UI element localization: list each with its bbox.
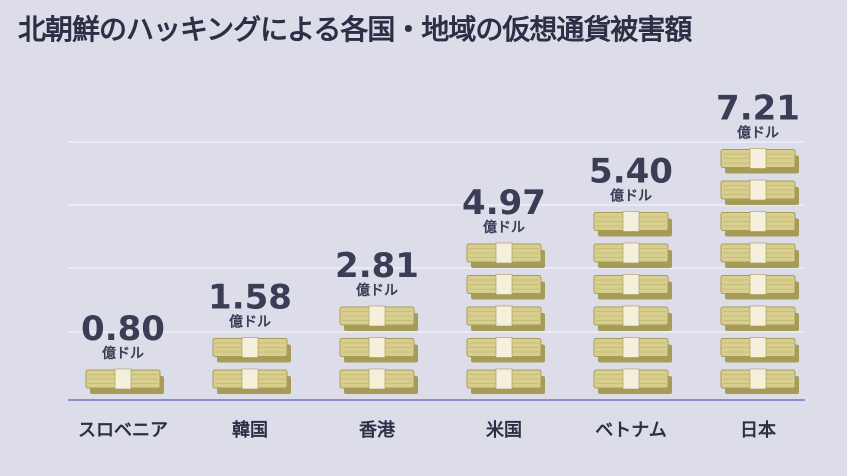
value-unit-label: 億ドル	[737, 125, 779, 142]
cash-brick	[593, 242, 672, 268]
cash-brick	[720, 148, 799, 174]
category-label: 米国	[486, 419, 522, 441]
value-label: 1.58	[208, 278, 292, 318]
cash-brick	[720, 337, 799, 363]
cash-brick	[339, 305, 418, 331]
value-unit-label: 億ドル	[229, 314, 271, 331]
cash-brick	[720, 242, 799, 268]
cash-brick	[212, 337, 291, 363]
bar-0	[85, 368, 164, 394]
cash-brick	[720, 179, 799, 205]
cash-brick	[593, 211, 672, 237]
category-label: 韓国	[232, 419, 268, 441]
cash-brick	[339, 337, 418, 363]
cash-brick	[593, 337, 672, 363]
value-unit-label: 億ドル	[102, 345, 144, 362]
cash-brick	[466, 337, 545, 363]
cash-brick	[339, 368, 418, 394]
cash-brick	[720, 211, 799, 237]
value-label: 7.21	[716, 89, 800, 129]
value-label: 2.81	[335, 246, 419, 286]
bar-2	[339, 305, 418, 394]
bar-4	[593, 211, 672, 394]
bar-1	[212, 337, 291, 394]
value-label: 4.97	[462, 183, 546, 223]
cash-brick	[720, 305, 799, 331]
value-label: 0.80	[81, 309, 165, 349]
cash-brick	[593, 274, 672, 300]
cash-brick	[593, 305, 672, 331]
category-label: 香港	[358, 420, 396, 441]
value-unit-label: 億ドル	[483, 219, 525, 236]
chart-title: 北朝鮮のハッキングによる各国・地域の仮想通貨被害額	[18, 13, 692, 46]
value-unit-label: 億ドル	[610, 188, 652, 205]
cash-brick	[593, 368, 672, 394]
cash-brick	[466, 242, 545, 268]
cash-brick	[212, 368, 291, 394]
value-unit-label: 億ドル	[356, 282, 398, 299]
cash-stacks	[85, 148, 799, 394]
cash-brick	[466, 305, 545, 331]
cash-brick	[85, 368, 164, 394]
cash-brick	[466, 274, 545, 300]
value-label: 5.40	[589, 152, 673, 192]
category-label: 日本	[740, 419, 776, 441]
bar-3	[466, 242, 545, 394]
cash-brick	[720, 274, 799, 300]
category-label: ベトナム	[595, 420, 666, 441]
category-label: スロベニア	[78, 420, 168, 441]
bar-5	[720, 148, 799, 394]
category-labels: スロベニア 韓国 香港 米国 ベトナム 日本	[78, 419, 776, 441]
gridlines	[68, 141, 805, 333]
cash-brick	[720, 368, 799, 394]
cash-brick	[466, 368, 545, 394]
